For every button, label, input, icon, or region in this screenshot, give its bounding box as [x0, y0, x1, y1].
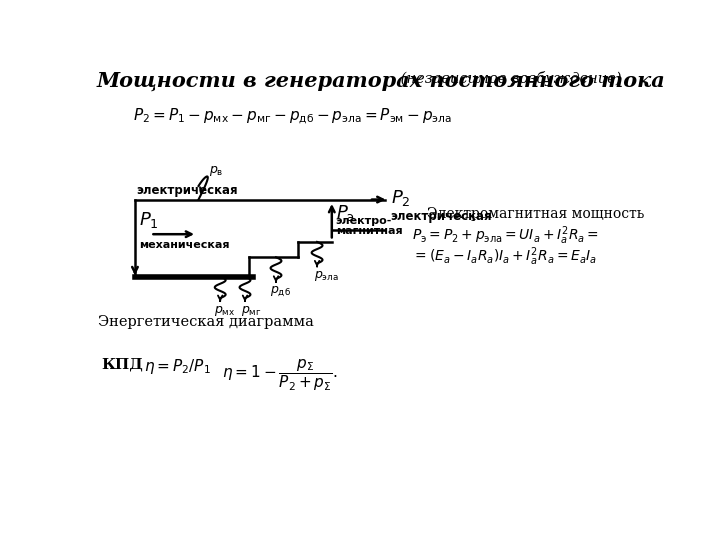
Text: $P_2$: $P_2$ [391, 188, 410, 208]
Text: механическая: механическая [139, 240, 230, 251]
Text: электрическая: электрическая [137, 184, 238, 197]
Text: $\eta = P_2/P_1$: $\eta = P_2/P_1$ [144, 357, 211, 376]
Text: КПД: КПД [102, 357, 143, 372]
Text: $P_1$: $P_1$ [139, 211, 158, 231]
Text: $P_\mathrm{э} = P_2 + p_{\mathrm{эла}} = UI_a + I_a^2 R_a =$: $P_\mathrm{э} = P_2 + p_{\mathrm{эла}} =… [412, 224, 598, 247]
Text: $p_\mathrm{в}$: $p_\mathrm{в}$ [210, 164, 224, 178]
Text: $p_{\mathrm{эла}}$: $p_{\mathrm{эла}}$ [314, 269, 339, 283]
Text: $p_{\mathrm{мг}}$: $p_{\mathrm{мг}}$ [241, 303, 262, 318]
Text: $p_{\mathrm{мх}}$: $p_{\mathrm{мх}}$ [214, 303, 235, 318]
Text: $p_{\mathrm{дб}}$: $p_{\mathrm{дб}}$ [270, 284, 291, 298]
Text: Энергетическая диаграмма: Энергетическая диаграмма [98, 315, 314, 329]
Text: $= (E_a - I_a R_a)I_a + I_a^2 R_a = E_a I_a$: $= (E_a - I_a R_a)I_a + I_a^2 R_a = E_a … [412, 246, 597, 268]
Text: Мощности в генераторах постоянного тока: Мощности в генераторах постоянного тока [96, 71, 665, 91]
Text: (независимое возбуждение): (независимое возбуждение) [396, 71, 621, 86]
Text: электро-: электро- [336, 217, 392, 226]
Text: $P_\mathrm{э}$: $P_\mathrm{э}$ [336, 204, 355, 224]
Text: $P_2 = P_1 - p_{\mathrm{мх}} - p_{\mathrm{мг}} - p_{\mathrm{дб}} - p_{\mathrm{эл: $P_2 = P_1 - p_{\mathrm{мх}} - p_{\mathr… [132, 106, 451, 126]
Text: электрическая: электрическая [391, 211, 492, 224]
Text: магнитная: магнитная [336, 226, 402, 236]
Text: Электромагнитная мощность: Электромагнитная мощность [427, 207, 644, 221]
Text: $\eta = 1 - \dfrac{p_{\Sigma}}{P_2 + p_{\Sigma}}.$: $\eta = 1 - \dfrac{p_{\Sigma}}{P_2 + p_{… [222, 357, 338, 393]
